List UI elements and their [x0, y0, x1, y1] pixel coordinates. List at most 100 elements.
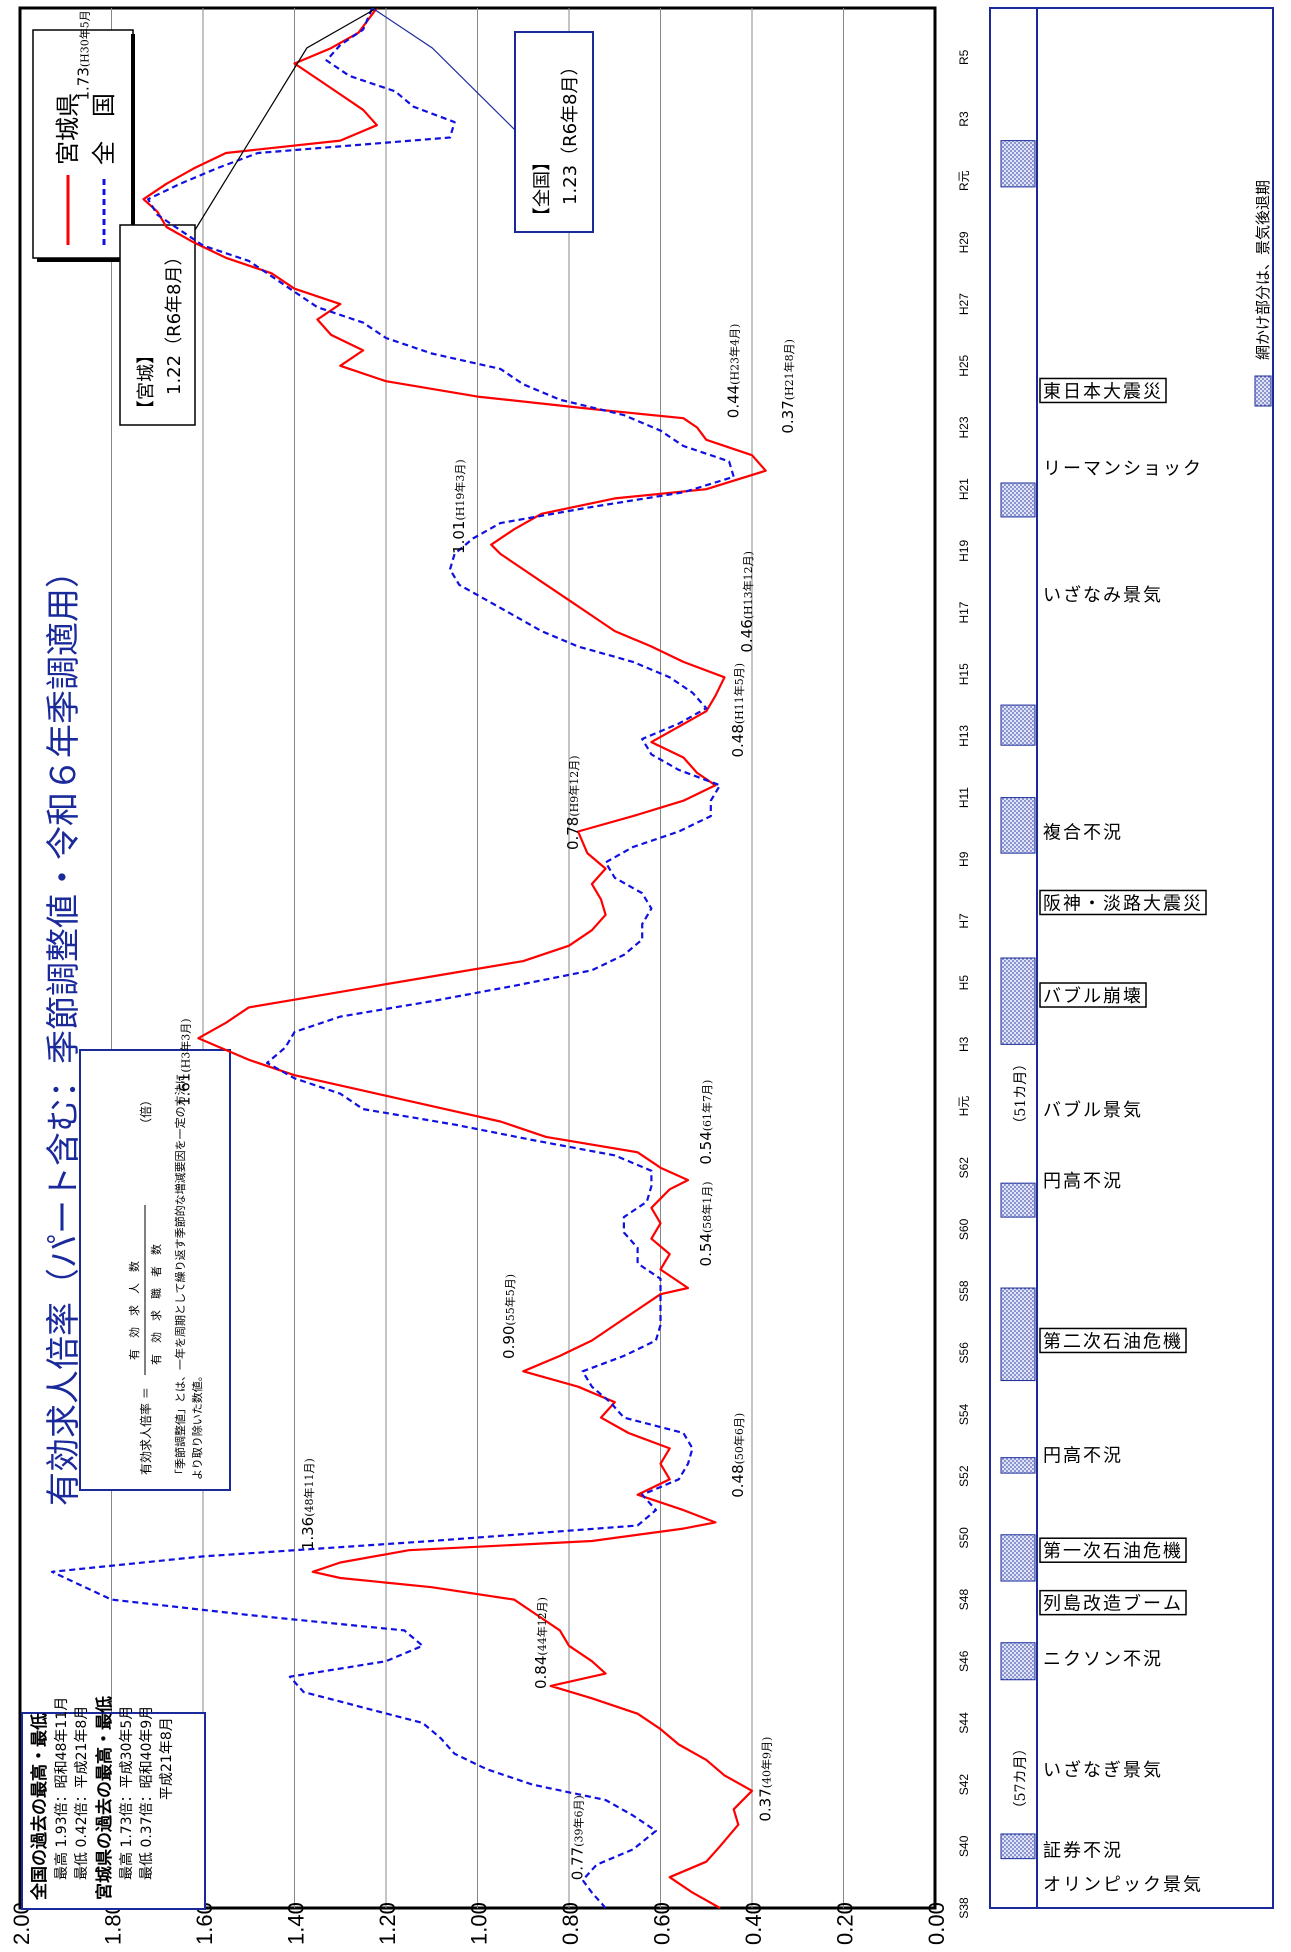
- y-tick-label: 0.00: [924, 1902, 949, 1945]
- y-tick-label: 0.40: [741, 1902, 766, 1945]
- period-label: （51カ月）: [1013, 1057, 1029, 1131]
- x-tick-label: S54: [957, 1403, 971, 1425]
- footnote: 網かけ部分は、景気後退期: [1254, 180, 1272, 360]
- annotation-value: 0.77: [569, 1847, 587, 1880]
- annotation-date: (H9年12月): [567, 755, 581, 816]
- annotation-date: (39年6月): [572, 1795, 586, 1847]
- event-label: 第一次石油危機: [1043, 1541, 1181, 1562]
- annotation-date: (H11年5月): [732, 663, 746, 724]
- annotation-value: 0.37: [779, 400, 797, 433]
- x-tick-label: H15: [957, 663, 971, 685]
- annotation-date: (H21年8月): [782, 339, 796, 400]
- x-tick-label: S44: [957, 1712, 971, 1734]
- x-tick-label: S50: [957, 1527, 971, 1549]
- y-tick-label: 1.40: [284, 1902, 309, 1945]
- annotation: 0.37(40年9月): [756, 1737, 774, 1822]
- event-label: 証券不況: [1043, 1840, 1121, 1861]
- definition-unit: （倍）: [138, 1094, 153, 1130]
- annotation-value: 0.90: [500, 1326, 518, 1359]
- recession-shade: [1000, 1833, 1036, 1860]
- x-tick-label: S46: [957, 1650, 971, 1672]
- legend: 宮城県 全 国: [32, 29, 135, 262]
- chart-title: 有効求人倍率（パート含む：季節調整値・令和６年季調適用）: [44, 554, 84, 1506]
- record-box: 全国の過去の最高・最低 最高 1.93倍：昭和48年11月 最低 0.42倍：平…: [21, 1696, 206, 1910]
- annotation-value: 0.48: [729, 724, 747, 757]
- event-label: バブル崩壊: [1043, 985, 1141, 1007]
- x-tick-label: H元: [957, 1096, 971, 1117]
- annotation: 0.44(H23年4月): [724, 324, 742, 419]
- annotation: 0.78(H9年12月): [564, 755, 582, 850]
- x-tick-label: H3: [957, 1036, 971, 1052]
- annotation: 0.54(58年1月): [697, 1181, 715, 1266]
- x-axis: S38 S40 S42 S44 S46 S48 S50 S52 S54 S56 S58 S60 S62 H…: [957, 49, 971, 1918]
- annotation-date: (H19年3月): [453, 459, 467, 520]
- series-line-national: [50, 7, 735, 1909]
- record-line: 最高 1.93倍：昭和48年11月: [53, 1697, 70, 1880]
- annotation: 1.73(H30年5月): [75, 6, 93, 101]
- annotation-value: 0.37: [756, 1788, 774, 1821]
- x-tick-label: S58: [957, 1280, 971, 1302]
- annotation: 0.37(H21年8月): [779, 339, 797, 434]
- recession-shade: [1000, 1642, 1036, 1681]
- event-box: [1039, 1537, 1187, 1563]
- x-tick-label: H21: [957, 478, 971, 500]
- event-label: 阪神・淡路大震災: [1043, 893, 1201, 914]
- period-labels: （57カ月） （51カ月）: [1013, 1057, 1029, 1816]
- event-label: 円高不況: [1043, 1171, 1121, 1192]
- annotation-date: (44年12月): [535, 1597, 549, 1656]
- y-axis: 0.000.200.400.600.801.001.201.401.601.80…: [9, 1902, 949, 1945]
- x-tick-label: S48: [957, 1589, 971, 1611]
- latest-box-national: 【全国】 1.23（R6年8月）: [514, 31, 594, 233]
- annotation-date: (H30年5月): [78, 6, 92, 67]
- latest-title-miyagi: 【宮城】: [136, 346, 157, 418]
- annotation-value: 1.01: [450, 521, 468, 554]
- event-box: [1039, 377, 1167, 404]
- annotation-value: 0.84: [532, 1656, 550, 1689]
- x-tick-label: S60: [957, 1218, 971, 1240]
- event-box: [1039, 982, 1147, 1008]
- event-label: ニクソン不況: [1043, 1649, 1161, 1670]
- annotation: 1.36(48年11月): [299, 1458, 317, 1550]
- recession-shade: [1000, 1457, 1036, 1474]
- x-tick-label: H27: [957, 293, 971, 315]
- annotation-value: 1.73: [75, 67, 93, 100]
- record-line: 宮城県の過去の最高・最低: [94, 1696, 115, 1900]
- event-box: [1039, 1589, 1187, 1616]
- event-label: 複合不況: [1043, 823, 1121, 844]
- series-layer: [50, 7, 767, 1909]
- recession-shade: [1000, 1287, 1036, 1382]
- definition-lhs: 有効求人倍率 ＝: [138, 1387, 153, 1475]
- annotation-date: (H3年3月): [178, 1018, 192, 1072]
- event-label: オリンピック景気: [1043, 1874, 1201, 1895]
- annotation: 1.61(H3年3月): [175, 1018, 193, 1106]
- event-label: バブル景気: [1043, 1099, 1141, 1121]
- annotation: 0.48(50年6月): [729, 1413, 747, 1498]
- annotation: 1.01(H19年3月): [450, 459, 468, 554]
- annotation-date: (H13年12月): [741, 551, 755, 619]
- y-tick-label: 0.20: [833, 1902, 858, 1945]
- annotation-value: 0.48: [729, 1464, 747, 1497]
- x-tick-label: H11: [957, 787, 971, 808]
- x-tick-label: H19: [957, 540, 971, 562]
- x-tick-label: H29: [957, 231, 971, 253]
- x-tick-label: R元: [957, 170, 971, 191]
- recession-shade: [1000, 140, 1036, 188]
- annotation-value: 0.46: [738, 619, 756, 652]
- recession-shade: [1000, 1534, 1036, 1582]
- record-line: 最低 0.37倍：昭和40年9月: [139, 1706, 155, 1880]
- event-label: 東日本大震災: [1043, 381, 1161, 402]
- gridlines: [111, 8, 844, 1908]
- x-tick-label: R5: [957, 49, 971, 65]
- annotation-value: 0.78: [564, 817, 582, 850]
- recession-shade: [1000, 797, 1036, 854]
- annotation-value: 0.54: [697, 1233, 715, 1266]
- definition-denominator: 有 効 求 職 者 数: [149, 1244, 163, 1365]
- x-tick-label: S52: [957, 1465, 971, 1487]
- legend-label-national: 全 国: [90, 93, 118, 165]
- annotation: 0.84(44年12月): [532, 1597, 550, 1689]
- annotation-value: 1.61: [175, 1073, 193, 1106]
- x-tick-label: S40: [957, 1835, 971, 1857]
- record-line: 全国の過去の最高・最低: [29, 1713, 50, 1901]
- event-label: いざなみ景気: [1043, 584, 1161, 606]
